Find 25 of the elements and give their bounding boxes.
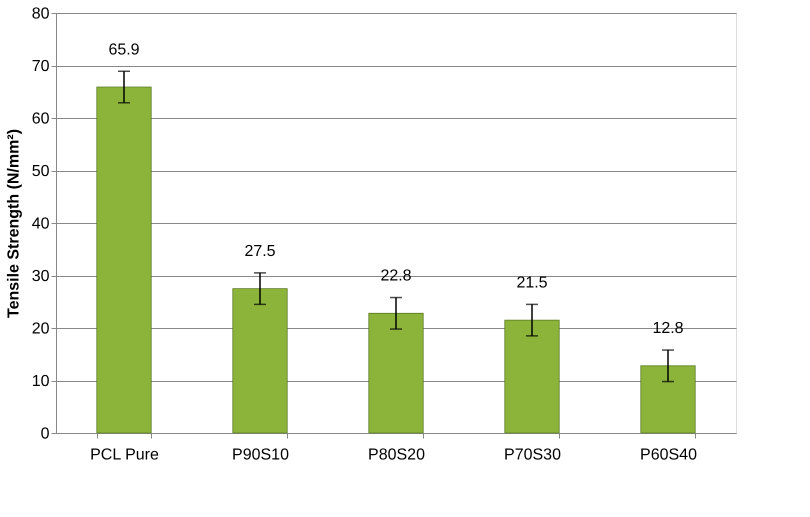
y-tick-label: 40 (32, 216, 50, 232)
x-tick-label: PCL Pure (90, 446, 159, 464)
bar (232, 288, 288, 434)
x-tick-label: P80S20 (368, 446, 426, 464)
data-label: 65.9 (108, 41, 140, 58)
x-tick-label: P70S30 (504, 446, 562, 464)
data-label: 27.5 (244, 242, 276, 260)
data-label: 12.8 (652, 320, 684, 338)
y-axis-title: Tensile Strength (N/mm²) (6, 128, 23, 318)
y-tick-label: 20 (32, 320, 50, 338)
bar (368, 312, 424, 434)
y-tick-label: 80 (32, 6, 50, 22)
bar (504, 320, 560, 434)
data-label: 21.5 (516, 274, 548, 292)
y-tick-label: 30 (32, 268, 50, 285)
bar (640, 365, 696, 434)
x-tick-label: P90S10 (232, 446, 290, 464)
x-tick-label: P60S40 (640, 446, 698, 464)
y-tick-label: 50 (32, 163, 50, 180)
y-tick-label: 10 (32, 373, 50, 390)
y-tick-label: 60 (32, 110, 50, 128)
y-tick-label: 70 (32, 58, 50, 75)
data-label: 22.8 (380, 268, 412, 285)
bar (96, 86, 152, 434)
y-tick-label: 0 (40, 426, 50, 442)
